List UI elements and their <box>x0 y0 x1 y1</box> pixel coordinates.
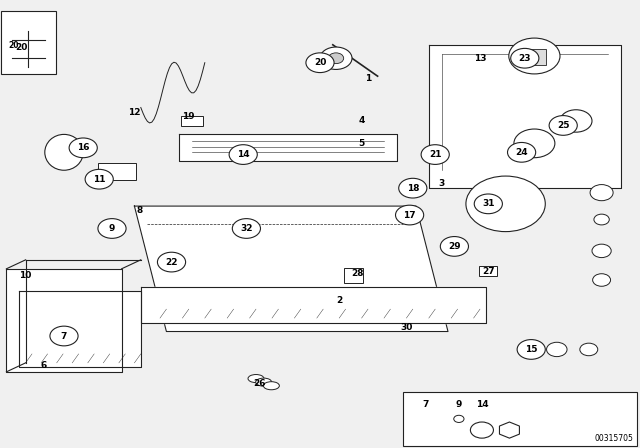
Circle shape <box>157 252 186 272</box>
Circle shape <box>474 194 502 214</box>
Text: 25: 25 <box>557 121 570 130</box>
Text: 21: 21 <box>429 150 442 159</box>
Circle shape <box>580 343 598 356</box>
Circle shape <box>594 214 609 225</box>
Text: 29: 29 <box>448 242 461 251</box>
Circle shape <box>470 422 493 438</box>
Circle shape <box>320 47 352 69</box>
Circle shape <box>229 145 257 164</box>
Text: 27: 27 <box>482 267 495 276</box>
FancyBboxPatch shape <box>479 266 497 276</box>
Circle shape <box>50 326 78 346</box>
Circle shape <box>517 340 545 359</box>
Polygon shape <box>6 269 122 372</box>
Text: 20: 20 <box>9 41 19 50</box>
Text: 15: 15 <box>525 345 538 354</box>
Text: 14: 14 <box>476 400 488 409</box>
FancyBboxPatch shape <box>448 241 463 250</box>
Ellipse shape <box>264 382 280 390</box>
Text: 22: 22 <box>165 258 178 267</box>
Circle shape <box>421 145 449 164</box>
Circle shape <box>511 48 539 68</box>
Circle shape <box>466 176 545 232</box>
Text: 19: 19 <box>182 112 195 121</box>
FancyBboxPatch shape <box>98 163 136 180</box>
Ellipse shape <box>248 375 264 383</box>
Polygon shape <box>19 291 141 367</box>
Polygon shape <box>429 45 621 188</box>
Ellipse shape <box>256 378 272 386</box>
Circle shape <box>592 244 611 258</box>
Circle shape <box>396 205 424 225</box>
FancyBboxPatch shape <box>344 268 363 283</box>
Text: 13: 13 <box>474 54 486 63</box>
Circle shape <box>549 116 577 135</box>
Text: 24: 24 <box>515 148 528 157</box>
Circle shape <box>454 415 464 422</box>
Circle shape <box>306 53 334 73</box>
Text: 14: 14 <box>237 150 250 159</box>
Text: 8: 8 <box>136 206 143 215</box>
Circle shape <box>593 274 611 286</box>
Circle shape <box>232 219 260 238</box>
Text: 17: 17 <box>403 211 416 220</box>
Text: 12: 12 <box>128 108 141 116</box>
Text: 5: 5 <box>358 139 365 148</box>
Text: 23: 23 <box>518 54 531 63</box>
Circle shape <box>85 169 113 189</box>
Text: 20: 20 <box>15 43 28 52</box>
Text: 7: 7 <box>422 400 429 409</box>
Circle shape <box>508 142 536 162</box>
Text: 11: 11 <box>93 175 106 184</box>
Text: 31: 31 <box>482 199 495 208</box>
Text: 20: 20 <box>314 58 326 67</box>
Circle shape <box>98 219 126 238</box>
Circle shape <box>547 342 567 357</box>
Text: 10: 10 <box>19 271 32 280</box>
Text: 2: 2 <box>336 296 342 305</box>
Text: 3: 3 <box>438 179 445 188</box>
Circle shape <box>440 237 468 256</box>
Text: 32: 32 <box>240 224 253 233</box>
Text: 4: 4 <box>358 116 365 125</box>
Polygon shape <box>134 206 448 332</box>
Text: 30: 30 <box>400 323 413 332</box>
FancyBboxPatch shape <box>1 11 56 74</box>
Text: 9: 9 <box>456 400 462 409</box>
Polygon shape <box>179 134 397 161</box>
Text: 18: 18 <box>406 184 419 193</box>
FancyBboxPatch shape <box>403 392 637 446</box>
Circle shape <box>590 185 613 201</box>
Polygon shape <box>141 287 486 323</box>
Text: 7: 7 <box>61 332 67 340</box>
Text: 9: 9 <box>109 224 115 233</box>
Text: 1: 1 <box>365 74 371 83</box>
Circle shape <box>560 110 592 132</box>
Text: 16: 16 <box>77 143 90 152</box>
Text: 00315705: 00315705 <box>595 434 634 443</box>
Text: 26: 26 <box>253 379 266 388</box>
Circle shape <box>509 38 560 74</box>
FancyBboxPatch shape <box>181 116 203 126</box>
Circle shape <box>328 53 344 64</box>
Circle shape <box>514 129 555 158</box>
Ellipse shape <box>45 134 83 170</box>
FancyBboxPatch shape <box>523 49 546 65</box>
Circle shape <box>399 178 427 198</box>
Text: 28: 28 <box>351 269 364 278</box>
Circle shape <box>69 138 97 158</box>
Text: 6: 6 <box>40 361 47 370</box>
